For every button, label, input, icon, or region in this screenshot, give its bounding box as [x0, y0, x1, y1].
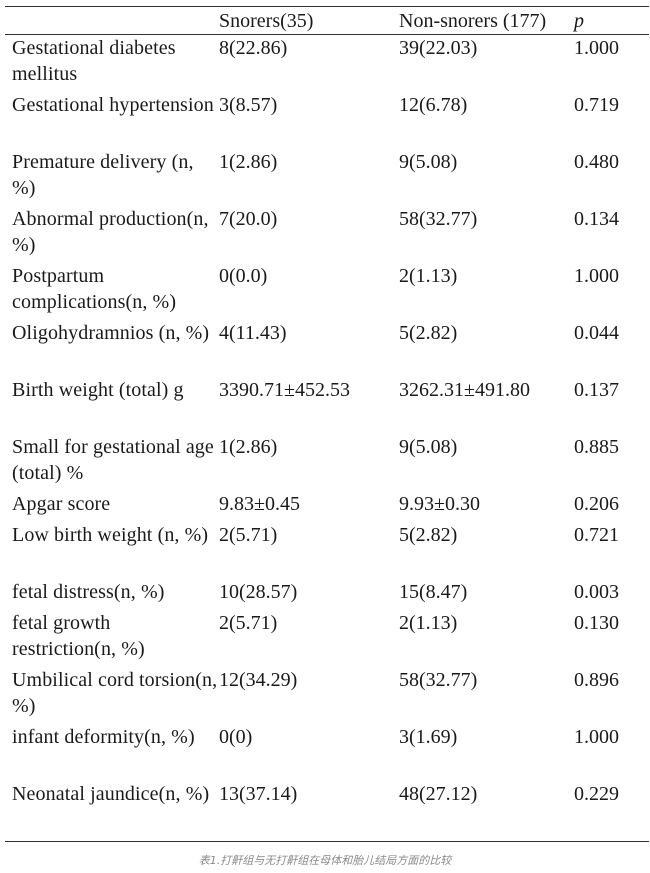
header-non-snorers: Non-snorers (177)	[399, 6, 574, 35]
row-label: Neonatal jaundice(n, %)	[5, 781, 219, 842]
table-row: Premature delivery (n, %) 1(2.86) 9(5.08…	[5, 149, 649, 206]
cell-snorers: 4(11.43)	[219, 322, 287, 344]
cell-non-snorers: 15(8.47)	[399, 581, 468, 603]
cell-non-snorers: 2(1.13)	[399, 265, 458, 287]
cell-snorers: 7(20.0)	[219, 208, 278, 230]
cell-p-value: 0.130	[574, 612, 619, 634]
table-row: Oligohydramnios (n, %) 4(11.43) 5(2.82) …	[5, 320, 649, 377]
cell-non-snorers: 5(2.82)	[399, 524, 458, 546]
cell-snorers: 1(2.86)	[219, 436, 278, 458]
row-label: Gestational diabetes mellitus	[12, 37, 176, 85]
cell-p-value: 0.137	[574, 379, 619, 401]
cell-snorers: 12(34.29)	[219, 669, 298, 691]
table-row: Low birth weight (n, %) 2(5.71) 5(2.82) …	[5, 522, 649, 579]
cell-p-value: 0.721	[574, 524, 619, 546]
table-row: Gestational diabetes mellitus 8(22.86) 3…	[5, 35, 649, 93]
cell-snorers: 0(0)	[219, 726, 253, 748]
row-label: Birth weight (total) g	[12, 379, 184, 401]
cell-snorers: 3390.71±452.53	[219, 379, 350, 401]
cell-non-snorers: 9(5.08)	[399, 151, 458, 173]
row-label: Umbilical cord torsion(n, %)	[12, 669, 218, 717]
outcomes-table: Snorers(35) Non-snorers (177) p Gestatio…	[5, 6, 649, 842]
cell-p-value: 1.000	[574, 726, 619, 748]
row-label: Abnormal production(n, %)	[12, 208, 209, 256]
row-label: Premature delivery (n, %)	[12, 151, 194, 199]
table-row: Apgar score 9.83±0.45 9.93±0.30 0.206	[5, 491, 649, 522]
cell-snorers: 2(5.71)	[219, 524, 278, 546]
table-row: Abnormal production(n, %) 7(20.0) 58(32.…	[5, 206, 649, 263]
cell-non-snorers: 58(32.77)	[399, 208, 478, 230]
cell-p-value: 0.044	[574, 322, 619, 344]
table-header-row: Snorers(35) Non-snorers (177) p	[5, 6, 649, 35]
row-label: Low birth weight (n, %)	[12, 524, 209, 546]
cell-p-value: 0.885	[574, 436, 619, 458]
cell-non-snorers: 5(2.82)	[399, 322, 458, 344]
cell-snorers: 9.83±0.45	[219, 493, 300, 515]
table-row: fetal distress(n, %) 10(28.57) 15(8.47) …	[5, 579, 649, 610]
cell-non-snorers: 9(5.08)	[399, 436, 458, 458]
row-label: Apgar score	[12, 493, 111, 515]
cell-p-value: 1.000	[574, 265, 619, 287]
row-label: Small for gestational age (total) %	[12, 436, 214, 484]
cell-p-value: 0.719	[574, 94, 619, 116]
cell-non-snorers: 58(32.77)	[399, 669, 478, 691]
cell-non-snorers: 12(6.78)	[399, 94, 468, 116]
row-label: Postpartum complications(n, %)	[12, 265, 177, 313]
cell-snorers: 3(8.57)	[219, 94, 278, 116]
table-row: Birth weight (total) g 3390.71±452.53 32…	[5, 377, 649, 434]
header-p-value: p	[574, 6, 649, 35]
cell-non-snorers: 3262.31±491.80	[399, 379, 530, 401]
cell-p-value: 0.134	[574, 208, 619, 230]
cell-p-value: 0.896	[574, 669, 619, 691]
row-label: infant deformity(n, %)	[12, 726, 195, 748]
cell-p-value: 0.480	[574, 151, 619, 173]
row-label: Oligohydramnios (n, %)	[12, 322, 210, 344]
cell-non-snorers: 48(27.12)	[399, 781, 574, 842]
cell-p-value: 0.003	[574, 581, 619, 603]
table-row: Neonatal jaundice(n, %) 13(37.14) 48(27.…	[5, 781, 649, 842]
cell-non-snorers: 3(1.69)	[399, 726, 458, 748]
row-label: fetal growth restriction(n, %)	[12, 612, 145, 660]
table-row: Postpartum complications(n, %) 0(0.0) 2(…	[5, 263, 649, 320]
cell-p-value: 0.229	[574, 781, 649, 842]
row-label: Gestational hypertension	[12, 94, 214, 116]
cell-p-value: 1.000	[574, 37, 619, 59]
cell-snorers: 13(37.14)	[219, 781, 399, 842]
table-caption: 表1.打鼾组与无打鼾组在母体和胎儿结局方面的比较	[198, 854, 452, 867]
cell-snorers: 10(28.57)	[219, 581, 298, 603]
cell-p-value: 0.206	[574, 493, 619, 515]
table-row: infant deformity(n, %) 0(0) 3(1.69) 1.00…	[5, 724, 649, 781]
cell-snorers: 2(5.71)	[219, 612, 278, 634]
table-row: Small for gestational age (total) % 1(2.…	[5, 434, 649, 491]
table-row: fetal growth restriction(n, %) 2(5.71) 2…	[5, 610, 649, 667]
cell-non-snorers: 2(1.13)	[399, 612, 458, 634]
cell-snorers: 0(0.0)	[219, 265, 268, 287]
cell-non-snorers: 9.93±0.30	[399, 493, 480, 515]
cell-snorers: 1(2.86)	[219, 151, 278, 173]
header-snorers: Snorers(35)	[219, 6, 399, 35]
cell-snorers: 8(22.86)	[219, 37, 288, 59]
header-label	[5, 6, 219, 35]
cell-non-snorers: 39(22.03)	[399, 37, 478, 59]
row-label: fetal distress(n, %)	[12, 581, 165, 603]
table-row: Gestational hypertension 3(8.57) 12(6.78…	[5, 92, 649, 149]
table-row: Umbilical cord torsion(n, %) 12(34.29) 5…	[5, 667, 649, 724]
